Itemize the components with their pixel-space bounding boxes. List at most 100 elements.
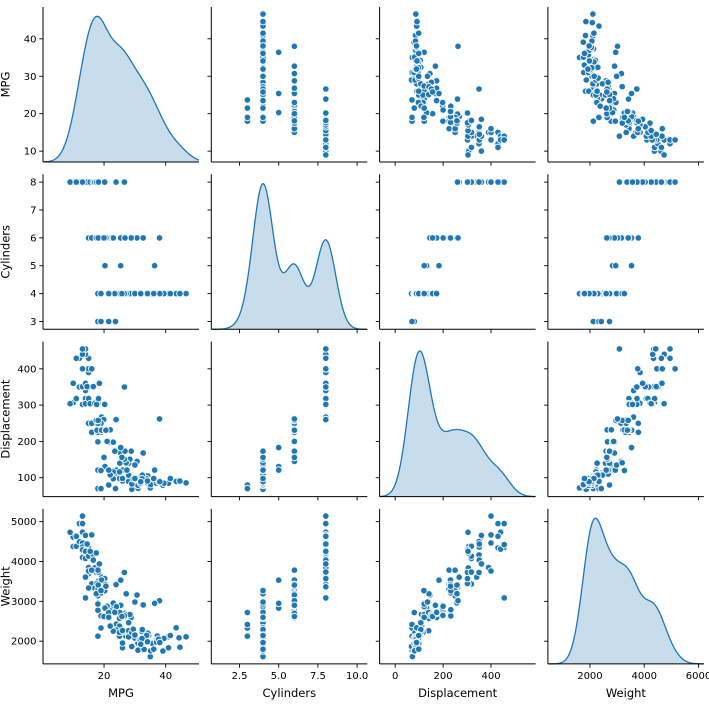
data-point: [475, 123, 484, 131]
data-point: [78, 365, 87, 373]
data-point: [435, 261, 443, 270]
data-point: [259, 645, 267, 653]
data-point: [83, 382, 91, 391]
data-point: [633, 383, 641, 391]
data-point: [118, 612, 126, 621]
y-axis-label-cylinders: Cylinders: [0, 225, 13, 279]
data-point: [605, 317, 614, 326]
data-point: [620, 289, 629, 298]
panel-cylinders-vs-mpg: 3 4 5 6 7 8 Cylinders: [0, 174, 199, 334]
data-point: [647, 126, 656, 135]
data-point: [477, 115, 486, 124]
x-tick-label: 0: [392, 671, 398, 682]
data-point: [118, 626, 127, 635]
y-tick-label: 5000: [11, 517, 36, 528]
data-point: [622, 128, 631, 137]
data-point: [431, 601, 440, 610]
data-point: [463, 178, 472, 186]
data-point: [150, 599, 159, 608]
data-point: [633, 85, 641, 93]
y-tick-label: 10: [24, 147, 37, 158]
data-point: [94, 600, 102, 608]
data-point: [651, 345, 660, 353]
data-point: [414, 72, 423, 81]
data-point: [322, 594, 330, 602]
data-point: [657, 143, 666, 152]
data-point: [322, 109, 330, 117]
data-point: [156, 638, 164, 647]
data-point: [143, 637, 152, 646]
data-point: [159, 647, 167, 655]
data-point: [274, 576, 283, 584]
data-point: [647, 399, 656, 408]
data-point: [259, 29, 267, 38]
data-point: [464, 528, 472, 537]
data-point: [97, 624, 105, 632]
data-point: [259, 598, 267, 606]
data-point: [111, 608, 119, 617]
data-point: [97, 289, 105, 298]
data-point: [467, 143, 476, 152]
data-point: [475, 85, 483, 93]
data-point: [494, 143, 502, 152]
data-point: [111, 447, 119, 456]
data-point: [259, 613, 267, 622]
kde-area: [379, 350, 536, 497]
y-tick-label: 8: [30, 178, 36, 189]
data-point: [104, 289, 113, 298]
data-point: [454, 596, 462, 605]
data-point: [78, 512, 87, 520]
data-point: [660, 151, 668, 159]
data-point: [611, 48, 620, 57]
data-point: [671, 365, 679, 373]
data-point: [412, 42, 421, 50]
data-point: [657, 178, 666, 186]
data-point: [102, 426, 110, 435]
data-point: [487, 567, 495, 575]
kde-area: [43, 16, 199, 162]
data-point: [322, 354, 330, 363]
data-point: [439, 117, 447, 125]
data-point: [454, 234, 462, 242]
y-tick-label: 4: [30, 289, 36, 300]
data-point: [290, 581, 299, 589]
data-point: [290, 601, 299, 610]
data-point: [658, 379, 666, 388]
data-point: [595, 113, 603, 122]
data-point: [432, 289, 441, 298]
data-point: [259, 466, 267, 474]
y-tick-label: 300: [17, 401, 36, 412]
data-point: [628, 178, 637, 186]
data-point: [259, 104, 267, 112]
data-point: [97, 317, 105, 326]
data-point: [605, 96, 614, 105]
data-point: [290, 62, 299, 71]
panel-weight-vs-displacement: 0 200 400 Displacement: [375, 508, 536, 700]
data-point: [72, 178, 81, 186]
kde-curve: [42, 15, 200, 163]
panel-displacement-vs-mpg: 100 200 300 400 Displacement: [0, 341, 199, 501]
x-axis-label-mpg: MPG: [108, 686, 134, 700]
data-point: [322, 582, 330, 591]
data-point: [413, 57, 421, 65]
data-point: [453, 117, 461, 125]
data-point: [259, 42, 267, 50]
data-point: [322, 116, 330, 125]
y-tick-label: 200: [17, 437, 36, 448]
data-point: [464, 547, 472, 556]
data-point: [172, 623, 180, 632]
data-point: [439, 602, 447, 611]
data-point: [243, 96, 252, 104]
data-point: [290, 426, 299, 435]
data-point: [420, 113, 428, 122]
data-point: [290, 453, 299, 462]
data-point: [290, 415, 299, 423]
data-point: [322, 345, 330, 353]
data-point: [634, 234, 643, 242]
data-point: [657, 354, 666, 363]
data-point: [609, 437, 618, 446]
data-point: [111, 317, 120, 326]
x-tick-label: 400: [481, 671, 500, 682]
data-point: [290, 109, 299, 118]
